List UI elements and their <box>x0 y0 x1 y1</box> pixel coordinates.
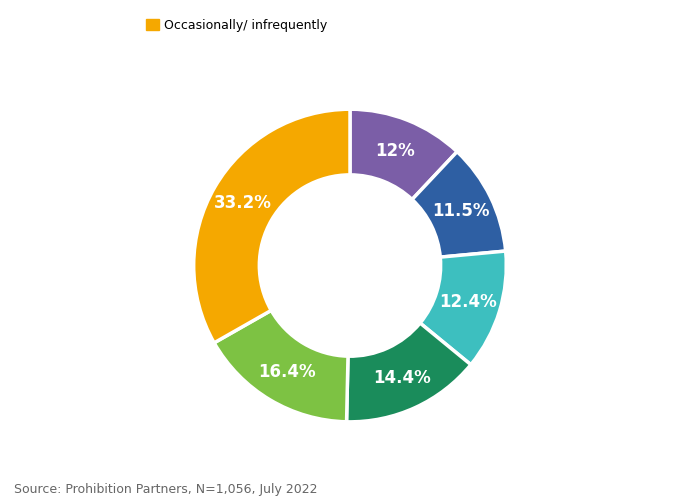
Wedge shape <box>350 109 457 199</box>
Wedge shape <box>420 251 506 365</box>
Text: Source: Prohibition Partners, N=1,056, July 2022: Source: Prohibition Partners, N=1,056, J… <box>14 483 318 496</box>
Wedge shape <box>194 109 350 343</box>
Text: 14.4%: 14.4% <box>372 369 430 387</box>
Text: 33.2%: 33.2% <box>214 194 272 212</box>
Text: 16.4%: 16.4% <box>258 363 316 381</box>
Text: 12%: 12% <box>376 142 415 160</box>
Text: 11.5%: 11.5% <box>432 202 490 220</box>
Wedge shape <box>346 323 471 422</box>
Text: 12.4%: 12.4% <box>439 293 497 311</box>
Legend: Occasionally/ infrequently: Occasionally/ infrequently <box>141 14 332 37</box>
Wedge shape <box>412 152 505 257</box>
Wedge shape <box>214 310 348 422</box>
